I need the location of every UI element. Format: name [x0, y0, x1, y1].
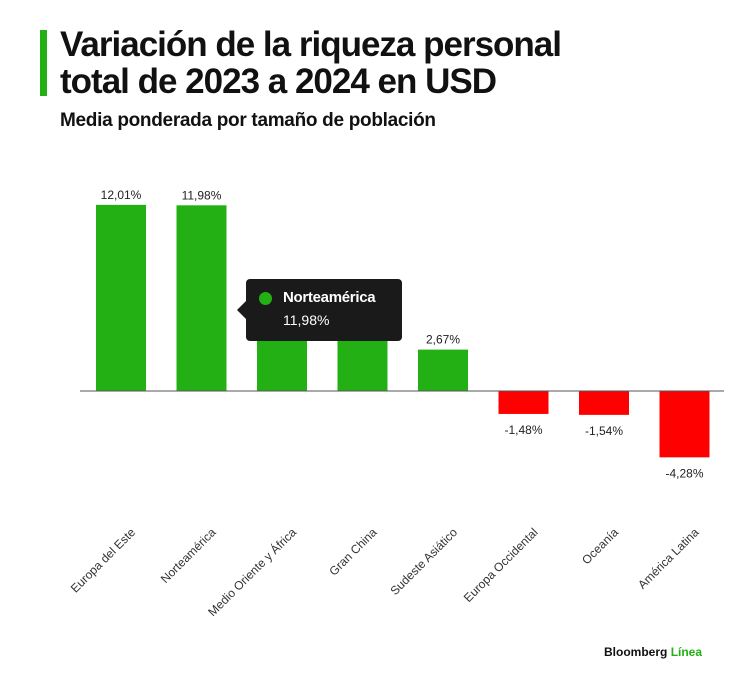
chart-title-line-1: Variación de la riqueza personal	[60, 25, 562, 64]
tick-label-norteamerica: Norteamérica	[158, 525, 219, 586]
bars-group	[96, 204, 710, 458]
bar-america-latina[interactable]	[659, 391, 710, 458]
tooltip: Norteamérica 11,98%	[237, 279, 402, 341]
chart-title-line-2: total de 2023 a 2024 en USD	[60, 62, 497, 101]
data-label-america-latina: -4,28%	[665, 466, 703, 480]
tooltip-arrow	[237, 301, 246, 319]
tick-label-sudeste-asiatico: Sudeste Asiático	[387, 525, 460, 598]
tooltip-value: 11,98%	[283, 312, 330, 328]
data-labels-group: 12,01% 11,98% 2,67% -1,48% -1,54% -4,28%	[101, 188, 704, 480]
tooltip-series-dot	[259, 292, 272, 305]
bar-medio-oriente-y-africa[interactable]	[257, 341, 307, 391]
tick-label-america-latina: América Latina	[635, 525, 702, 592]
tick-label-europa-occidental: Europa Occidental	[461, 525, 541, 605]
chart-subtitle: Media ponderada por tamaño de población	[60, 110, 436, 131]
data-label-sudeste-asiatico: 2,67%	[426, 333, 460, 347]
bar-norteamerica[interactable]	[176, 205, 227, 391]
title-accent-bar	[40, 30, 47, 96]
bar-oceania[interactable]	[579, 391, 629, 415]
bar-gran-china[interactable]	[337, 341, 388, 391]
data-label-europa-del-este: 12,01%	[101, 188, 142, 202]
data-label-europa-occidental: -1,48%	[504, 423, 542, 437]
tick-label-europa-del-este: Europa del Este	[68, 525, 139, 596]
chart-title: Variación de la riqueza personal total d…	[60, 25, 562, 101]
bar-sudeste-asiatico[interactable]	[418, 349, 468, 391]
brand-accent: Línea	[670, 645, 703, 659]
tick-label-oceania: Oceanía	[579, 525, 621, 567]
bar-europa-occidental[interactable]	[498, 391, 549, 414]
data-label-norteamerica: 11,98%	[182, 188, 222, 202]
brand-logo: Bloomberg Línea	[604, 645, 702, 659]
tick-label-gran-china: Gran China	[326, 525, 380, 579]
tick-label-medio-oriente-y-africa: Medio Oriente y África	[205, 524, 300, 619]
data-label-oceania: -1,54%	[585, 424, 623, 438]
tooltip-category-name: Norteamérica	[283, 289, 376, 306]
brand-name: Bloomberg	[604, 645, 668, 659]
bar-europa-del-este[interactable]	[96, 204, 146, 391]
